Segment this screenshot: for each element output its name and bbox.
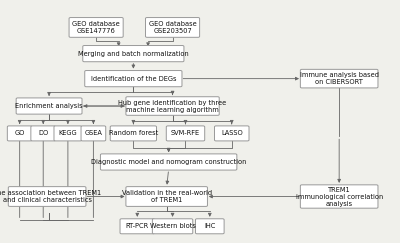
FancyBboxPatch shape bbox=[8, 187, 86, 206]
FancyBboxPatch shape bbox=[69, 17, 123, 37]
Text: Identification of the DEGs: Identification of the DEGs bbox=[91, 76, 176, 82]
Text: RT-PCR: RT-PCR bbox=[126, 223, 149, 229]
FancyBboxPatch shape bbox=[81, 126, 106, 141]
Text: GO: GO bbox=[14, 130, 25, 136]
Text: GSEA: GSEA bbox=[84, 130, 102, 136]
Text: IHC: IHC bbox=[204, 223, 216, 229]
FancyBboxPatch shape bbox=[120, 219, 154, 234]
Text: GEO database
GSE203507: GEO database GSE203507 bbox=[149, 21, 196, 34]
FancyBboxPatch shape bbox=[110, 126, 156, 141]
Text: DO: DO bbox=[38, 130, 48, 136]
Text: Diagnostic model and nomogram construction: Diagnostic model and nomogram constructi… bbox=[91, 159, 246, 165]
FancyBboxPatch shape bbox=[83, 45, 184, 62]
FancyBboxPatch shape bbox=[7, 126, 32, 141]
Text: SVM-RFE: SVM-RFE bbox=[171, 130, 200, 136]
FancyBboxPatch shape bbox=[196, 219, 224, 234]
Text: Validation in the real-world
of TREM1: Validation in the real-world of TREM1 bbox=[122, 190, 212, 203]
FancyBboxPatch shape bbox=[300, 185, 378, 208]
FancyBboxPatch shape bbox=[146, 17, 200, 37]
Text: KEGG: KEGG bbox=[58, 130, 77, 136]
FancyBboxPatch shape bbox=[166, 126, 205, 141]
Text: LASSO: LASSO bbox=[221, 130, 243, 136]
FancyBboxPatch shape bbox=[54, 126, 82, 141]
FancyBboxPatch shape bbox=[126, 187, 208, 206]
Text: Enrichment analysis: Enrichment analysis bbox=[15, 103, 83, 109]
Text: Hub gene identification by three
machine learning algorithm: Hub gene identification by three machine… bbox=[118, 100, 227, 113]
Text: The association between TREM1
and clinical characteristics: The association between TREM1 and clinic… bbox=[0, 190, 101, 203]
Text: Immune analysis based
on CIBERSORT: Immune analysis based on CIBERSORT bbox=[300, 72, 379, 85]
FancyBboxPatch shape bbox=[16, 98, 82, 114]
Text: Merging and batch normalization: Merging and batch normalization bbox=[78, 51, 189, 57]
FancyBboxPatch shape bbox=[31, 126, 56, 141]
FancyBboxPatch shape bbox=[85, 70, 182, 87]
FancyBboxPatch shape bbox=[300, 69, 378, 88]
Text: GEO database
GSE147776: GEO database GSE147776 bbox=[72, 21, 120, 34]
Text: TREM1
immunological correlation
analysis: TREM1 immunological correlation analysis bbox=[296, 187, 383, 207]
FancyBboxPatch shape bbox=[126, 97, 219, 115]
FancyBboxPatch shape bbox=[100, 154, 237, 170]
Text: Random forest: Random forest bbox=[109, 130, 158, 136]
Text: Western blots: Western blots bbox=[150, 223, 196, 229]
FancyBboxPatch shape bbox=[214, 126, 249, 141]
FancyBboxPatch shape bbox=[152, 219, 193, 234]
